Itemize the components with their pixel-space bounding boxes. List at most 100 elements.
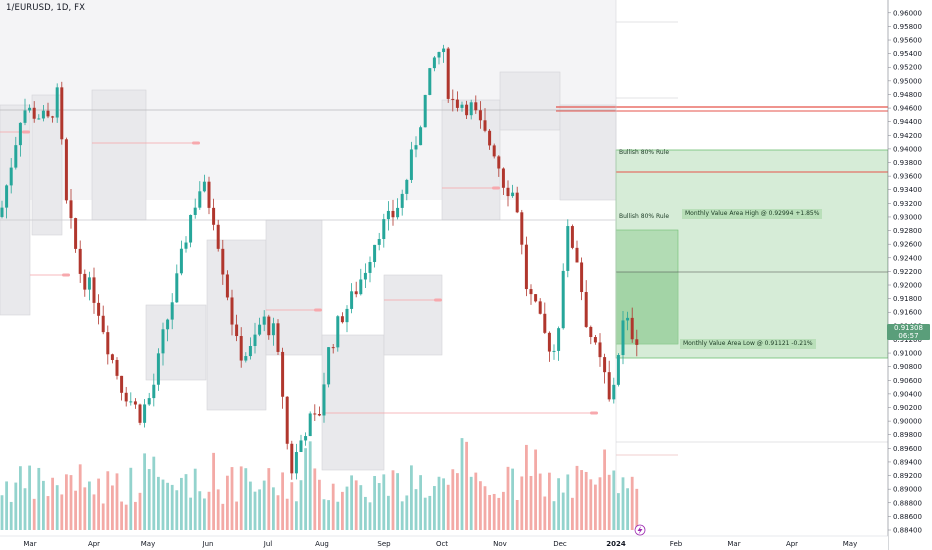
candle-body[interactable] (584, 292, 588, 327)
candle-body[interactable] (198, 191, 202, 208)
candle-body[interactable] (110, 354, 114, 360)
candle-body[interactable] (396, 207, 400, 218)
candle-body[interactable] (308, 413, 312, 437)
candle-body[interactable] (534, 294, 538, 302)
candle-body[interactable] (616, 355, 620, 385)
candle-body[interactable] (179, 248, 183, 274)
time-axis[interactable] (0, 536, 888, 550)
candle-body[interactable] (175, 273, 179, 303)
candle-body[interactable] (377, 239, 381, 245)
candle-body[interactable] (294, 452, 298, 474)
candle-body[interactable] (239, 336, 243, 361)
candle-body[interactable] (598, 342, 602, 358)
candle-body[interactable] (78, 248, 82, 274)
candle-body[interactable] (322, 384, 326, 416)
candle-body[interactable] (64, 139, 68, 201)
candle-body[interactable] (603, 357, 607, 373)
candle-body[interactable] (216, 224, 220, 249)
candle-body[interactable] (87, 277, 91, 290)
candle-body[interactable] (428, 68, 432, 95)
candle-body[interactable] (446, 48, 450, 99)
candle-body[interactable] (469, 102, 473, 116)
candle-body[interactable] (483, 120, 487, 131)
candle-body[interactable] (465, 104, 469, 116)
candle-body[interactable] (423, 94, 427, 128)
candle-body[interactable] (60, 87, 64, 140)
candle-body[interactable] (405, 179, 409, 194)
candle-body[interactable] (451, 98, 455, 100)
candle-body[interactable] (359, 279, 363, 295)
candle-body[interactable] (267, 316, 271, 336)
candle-body[interactable] (455, 99, 459, 108)
candle-body[interactable] (281, 351, 285, 397)
candle-body[interactable] (120, 375, 124, 393)
candle-body[interactable] (74, 218, 78, 249)
candle-body[interactable] (202, 181, 206, 192)
candle-body[interactable] (152, 384, 156, 399)
candle-body[interactable] (170, 302, 174, 320)
candle-body[interactable] (391, 210, 395, 218)
candle-body[interactable] (271, 323, 275, 336)
candle-body[interactable] (488, 130, 492, 146)
candle-body[interactable] (41, 110, 45, 119)
candle-body[interactable] (317, 414, 321, 416)
candle-body[interactable] (23, 110, 27, 123)
candle-body[interactable] (106, 332, 110, 355)
candle-body[interactable] (212, 207, 216, 225)
candle-body[interactable] (589, 326, 593, 338)
candle-body[interactable] (9, 167, 13, 186)
candle-body[interactable] (354, 291, 358, 295)
candle-body[interactable] (400, 193, 404, 208)
candle-body[interactable] (290, 443, 294, 474)
candle-body[interactable] (327, 347, 331, 385)
symbol-title[interactable]: 1/EURUSD, 1D, FX (6, 3, 86, 13)
candle-body[interactable] (230, 297, 234, 325)
candle-body[interactable] (166, 319, 170, 330)
candle-body[interactable] (225, 274, 229, 298)
candle-body[interactable] (345, 308, 349, 323)
candle-body[interactable] (138, 404, 142, 423)
candle-body[interactable] (92, 277, 96, 303)
candle-body[interactable] (543, 313, 547, 333)
candle-body[interactable] (193, 207, 197, 215)
candle-body[interactable] (524, 244, 528, 290)
candle-body[interactable] (133, 401, 137, 405)
candle-body[interactable] (129, 401, 133, 403)
candle-body[interactable] (262, 316, 266, 325)
candle-body[interactable] (83, 273, 87, 290)
candle-body[interactable] (497, 156, 501, 169)
candle-body[interactable] (621, 320, 625, 356)
candle-body[interactable] (561, 270, 565, 329)
price-axis[interactable] (888, 0, 932, 550)
candle-body[interactable] (382, 219, 386, 240)
candle-body[interactable] (147, 398, 151, 405)
candle-body[interactable] (529, 289, 533, 295)
candle-body[interactable] (437, 52, 441, 58)
candle-body[interactable] (363, 272, 367, 280)
candle-body[interactable] (552, 350, 556, 352)
candle-body[interactable] (442, 48, 446, 53)
candle-body[interactable] (580, 262, 584, 293)
candle-body[interactable] (14, 145, 18, 168)
candle-body[interactable] (32, 107, 36, 119)
candle-body[interactable] (101, 315, 105, 333)
candle-body[interactable] (386, 210, 390, 220)
candle-body[interactable] (635, 339, 639, 345)
candle-body[interactable] (221, 248, 225, 275)
candle-body[interactable] (515, 192, 519, 213)
candle-body[interactable] (258, 324, 262, 335)
candle-body[interactable] (506, 187, 510, 197)
candle-body[interactable] (18, 122, 22, 146)
candle-body[interactable] (97, 302, 101, 316)
candle-body[interactable] (235, 324, 239, 337)
candle-body[interactable] (55, 87, 59, 118)
candle-body[interactable] (124, 392, 128, 402)
candle-body[interactable] (511, 192, 515, 197)
candle-body[interactable] (340, 316, 344, 323)
candle-body[interactable] (0, 207, 4, 217)
candle-body[interactable] (189, 214, 193, 243)
candle-body[interactable] (350, 291, 354, 309)
candle-body[interactable] (276, 323, 280, 352)
